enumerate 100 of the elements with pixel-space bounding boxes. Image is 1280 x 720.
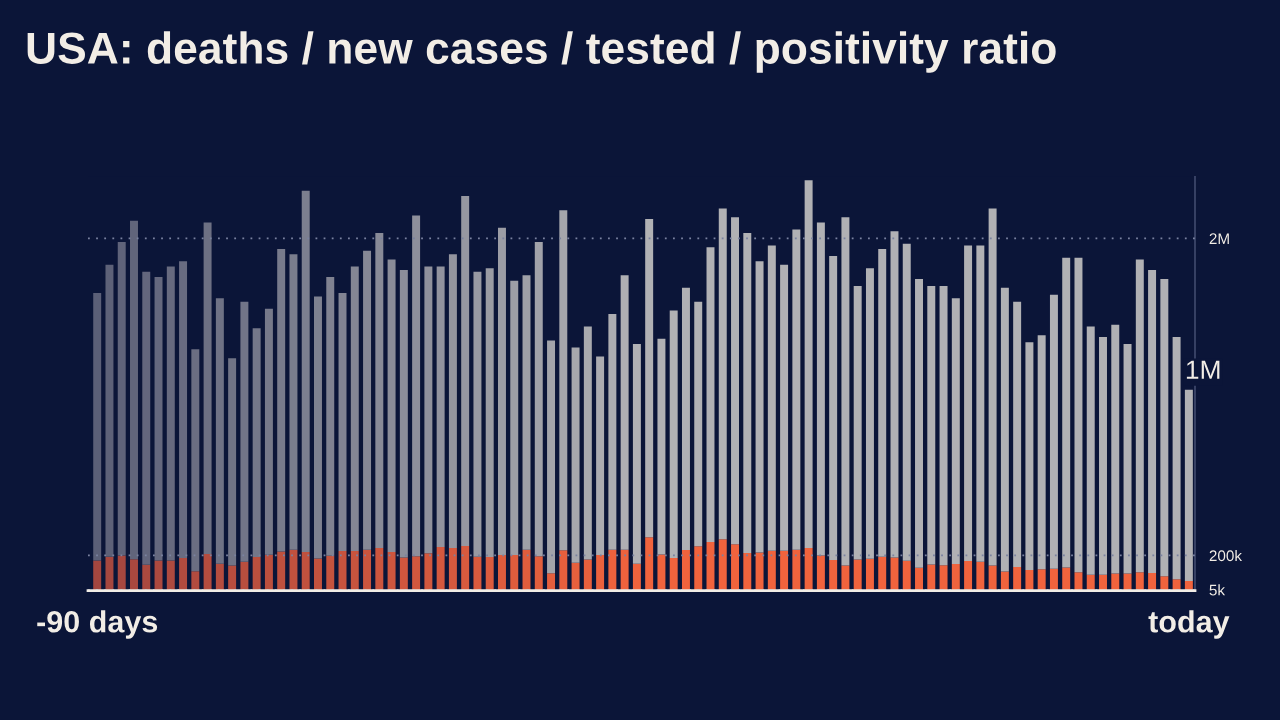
- bar: [326, 277, 335, 556]
- bar: [559, 550, 568, 591]
- bar: [767, 550, 776, 591]
- bar: [166, 266, 175, 561]
- bar: [816, 555, 825, 591]
- bar: [1049, 294, 1058, 569]
- bar: [547, 340, 556, 574]
- bar: [203, 222, 212, 555]
- bar: [829, 255, 838, 561]
- bar: [485, 557, 494, 591]
- bar: [117, 555, 126, 591]
- bar: [865, 558, 874, 591]
- bar: [608, 549, 617, 591]
- bar: [620, 275, 629, 550]
- bar: [816, 222, 825, 556]
- bar: [583, 559, 592, 591]
- bar: [915, 567, 923, 591]
- bar: [461, 545, 470, 591]
- bar: [326, 555, 335, 591]
- bar: [1025, 342, 1034, 570]
- bar: [264, 308, 273, 555]
- bar: [412, 556, 421, 591]
- bar: [387, 259, 396, 553]
- bar: [264, 554, 273, 591]
- bar: [1074, 257, 1083, 573]
- bar: [951, 298, 960, 565]
- bar: [927, 564, 936, 591]
- bar: [534, 556, 543, 591]
- bar: [1062, 567, 1071, 591]
- bar: [363, 549, 372, 591]
- bar: [510, 280, 519, 556]
- bar: [890, 557, 899, 591]
- bar: [301, 552, 310, 591]
- bar: [424, 266, 433, 554]
- bar: [632, 344, 641, 564]
- bar: [350, 266, 359, 552]
- bar: [1049, 568, 1058, 591]
- bar: [338, 292, 347, 552]
- bar: [191, 571, 200, 591]
- bar: [314, 558, 322, 591]
- bar: [436, 547, 445, 591]
- bar: [865, 268, 874, 559]
- bar: [228, 358, 237, 566]
- bar: [93, 292, 102, 561]
- bar: [142, 271, 151, 565]
- bar: [645, 218, 654, 538]
- bar: [166, 560, 175, 591]
- bar: [240, 301, 249, 562]
- bar: [669, 558, 678, 591]
- bar: [804, 180, 813, 549]
- bar: [1025, 569, 1034, 591]
- bar: [497, 555, 506, 591]
- bar: [1074, 572, 1083, 591]
- bar: [718, 208, 727, 540]
- bar: [240, 561, 249, 591]
- bar: [939, 565, 948, 591]
- bar: [681, 550, 690, 591]
- bar: [841, 565, 850, 591]
- bar: [1099, 337, 1107, 575]
- bar: [571, 562, 580, 591]
- bar: [289, 254, 298, 550]
- bar: [829, 560, 838, 591]
- bar: [853, 559, 862, 591]
- bar: [780, 264, 789, 551]
- bar: [1000, 287, 1009, 572]
- bar: [412, 215, 421, 557]
- bar: [669, 310, 678, 559]
- bar: [215, 563, 224, 591]
- bar: [399, 270, 408, 558]
- bar: [780, 550, 789, 591]
- bar: [645, 537, 654, 591]
- bar: [105, 264, 114, 557]
- bar: [878, 248, 887, 557]
- bar: [620, 549, 629, 591]
- bar: [375, 233, 384, 549]
- bar: [179, 261, 188, 559]
- bar: [902, 243, 911, 561]
- bar: [1160, 278, 1169, 577]
- bar: [375, 548, 384, 591]
- bar: [387, 552, 396, 591]
- chart-title: USA: deaths / new cases / tested / positivity ratio: [27, 31, 1056, 73]
- bar: [988, 565, 997, 591]
- bar: [1013, 301, 1022, 567]
- bar: [976, 561, 985, 591]
- bar: [1062, 257, 1071, 568]
- bar: [583, 326, 592, 560]
- bar: [1172, 337, 1181, 580]
- bar: [964, 561, 973, 591]
- bar: [657, 338, 666, 555]
- bar: [1148, 572, 1157, 591]
- bar: [951, 564, 960, 591]
- bar: [792, 549, 801, 591]
- bar: [485, 268, 494, 558]
- bar: [1135, 572, 1144, 591]
- bar: [473, 271, 482, 557]
- bar: [203, 554, 212, 591]
- bar: [890, 231, 899, 558]
- bar: [228, 565, 237, 591]
- bar: [657, 554, 666, 591]
- bar: [559, 210, 568, 551]
